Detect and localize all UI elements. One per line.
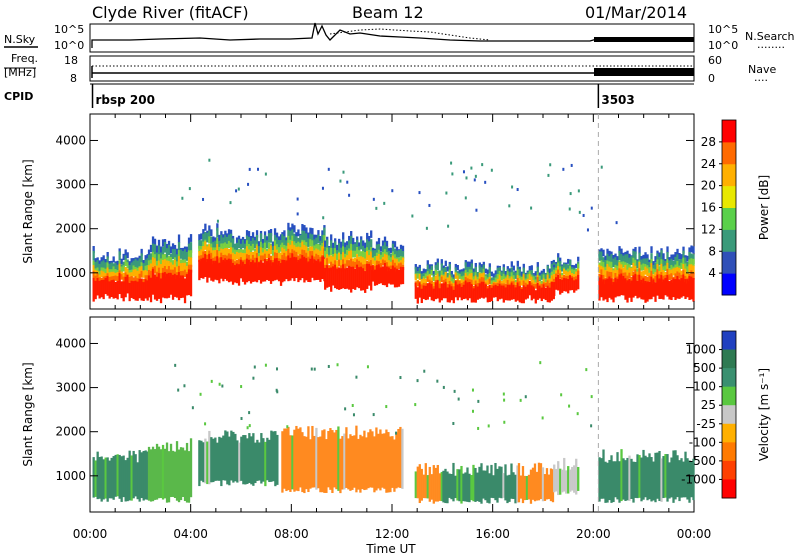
scatter-echoes (174, 361, 593, 435)
cpid-strip: CPID rbsp 200 3503 (4, 83, 694, 108)
beam-title: Beam 12 (352, 3, 424, 22)
colorbar-tick: 12 (701, 222, 716, 236)
nsearch-tick-bottom: 10^0 (708, 39, 738, 52)
time-tick-label: 00:00 (73, 527, 108, 541)
colorbar-tick: 4 (708, 266, 716, 280)
nave-label: Nave (748, 63, 776, 76)
nsky-tick-bottom: 10^0 (54, 39, 84, 52)
nsky-strip: N.Sky 10^5 10^0 10^5 10^0 N.Search .....… (4, 22, 795, 53)
colorbar-tick: 500 (693, 361, 716, 375)
colorbar-tick: 28 (701, 135, 716, 149)
colorbar-tick: 20 (701, 179, 716, 193)
nave-tick-bottom: 0 (708, 72, 715, 85)
time-tick-label: 16:00 (475, 527, 510, 541)
colorbar-tick: -100 (689, 435, 716, 449)
time-tick-label: 12:00 (375, 527, 410, 541)
scatter-echoes (181, 158, 618, 232)
cpid-segment-label: rbsp 200 (96, 93, 155, 107)
colorbar-label: Power [dB] (757, 175, 771, 240)
time-tick-label: 04:00 (173, 527, 208, 541)
colorbar: 4 8 12 16 20 24 28 Power [dB] (701, 119, 771, 296)
echo-segment (198, 223, 227, 284)
colorbar-label: Velocity [m s⁻¹] (757, 368, 771, 461)
colorbar-tick: 16 (701, 201, 716, 215)
echo-segment (442, 462, 519, 504)
y-tick-label: 2000 (55, 222, 86, 236)
colorbar-tick: 8 (708, 244, 716, 258)
nsky-label: N.Sky (4, 33, 36, 46)
echo-segment (225, 228, 283, 286)
power-panel: 1000 2000 3000 4000 Slant Range [km] 4 8 12 16 20… (21, 113, 771, 310)
echo-segment (371, 236, 405, 288)
echo-segment (598, 449, 695, 503)
freq-strip: Freq. [MHz] 18 8 60 0 Nave .... (4, 52, 776, 85)
freq-tick-top: 18 (64, 54, 78, 67)
y-tick-label: 2000 (55, 425, 86, 439)
y-axis-label: Slant Range [km] (21, 159, 35, 263)
echo-segment (281, 425, 404, 494)
nave-dots: .... (754, 71, 768, 84)
nsky-tick-top: 10^5 (54, 23, 84, 36)
date-title: 01/Mar/2014 (585, 3, 687, 22)
colorbar-tick: -25 (696, 417, 716, 431)
freq-tick-bottom: 8 (70, 72, 77, 85)
colorbar-tick: -500 (689, 454, 716, 468)
y-axis-label: Slant Range [km] (21, 362, 35, 466)
echo-segment (281, 222, 326, 283)
echo-segment (324, 230, 373, 293)
time-tick-label: 00:00 (677, 527, 712, 541)
freq-label-1: Freq. (11, 52, 38, 65)
echo-segment (598, 245, 695, 303)
colorbar-tick: 1000 (685, 343, 716, 357)
echo-segment (92, 246, 149, 302)
nsearch-dots: ........ (757, 38, 785, 51)
station-title: Clyde River (fitACF) (92, 3, 249, 22)
colorbar-tick: 24 (701, 157, 716, 171)
nsearch-label: N.Search (745, 30, 795, 43)
y-tick-label: 3000 (55, 178, 86, 192)
colorbar-tick: -1000 (681, 472, 716, 486)
y-tick-label: 1000 (55, 266, 86, 280)
y-tick-label: 4000 (55, 133, 86, 147)
time-tick-label: 20:00 (576, 527, 611, 541)
time-axis-title: Time UT (365, 542, 416, 554)
echo-segment (553, 457, 580, 496)
echo-segment (414, 463, 443, 504)
echo-segment (517, 462, 555, 504)
nsearch-tick-top: 10^5 (708, 23, 738, 36)
y-tick-label: 4000 (55, 336, 86, 350)
y-tick-label: 1000 (55, 469, 86, 483)
colorbar-tick: 100 (693, 380, 716, 394)
echo-segment (92, 450, 149, 502)
nave-tick-top: 60 (708, 54, 722, 67)
colorbar: 1000 500 100 25 -25 -100 -500 -1000 Velocity [m … (681, 330, 771, 499)
time-axis: Time UT 00:00 04:00 08:00 12:00 16:00 20:00 00… (73, 527, 712, 554)
cpid-label: CPID (4, 90, 33, 103)
colorbar-tick: 25 (701, 398, 716, 412)
echo-segment (553, 253, 580, 296)
echo-segment (414, 258, 555, 304)
echo-segment (147, 234, 193, 304)
cpid-segment-label: 3503 (601, 93, 634, 107)
time-tick-label: 08:00 (274, 527, 309, 541)
freq-label-2: [MHz] (4, 66, 36, 79)
echo-segment (198, 430, 279, 487)
echo-segment (147, 438, 193, 503)
y-tick-label: 3000 (55, 381, 86, 395)
